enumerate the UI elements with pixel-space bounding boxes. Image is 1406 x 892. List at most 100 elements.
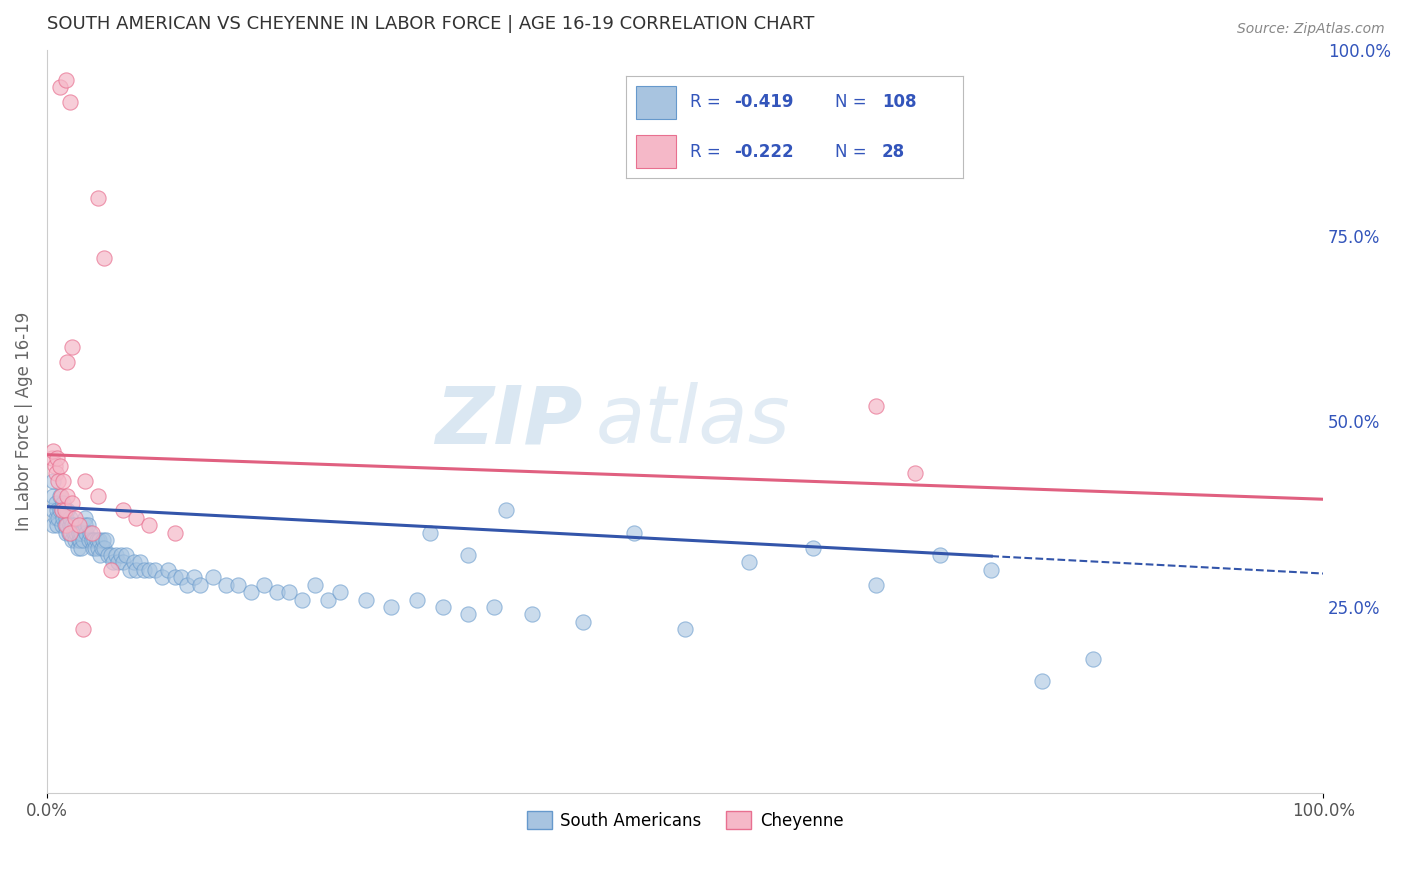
Text: SOUTH AMERICAN VS CHEYENNE IN LABOR FORCE | AGE 16-19 CORRELATION CHART: SOUTH AMERICAN VS CHEYENNE IN LABOR FORC… [46,15,814,33]
Point [329,585,352,599]
Text: R =: R = [690,143,725,161]
Point [904,467,927,481]
Point [55,525,77,540]
Point [163,525,186,540]
Point [45,496,67,510]
Point [69,533,91,547]
Point [432,599,454,614]
Point [76,518,98,533]
Point [52,474,75,488]
Point [62,496,84,510]
Point [572,615,595,629]
Text: N =: N = [835,143,872,161]
Point [100,563,122,577]
Point [62,518,84,533]
Point [87,489,110,503]
Point [89,548,111,562]
Point [801,541,824,555]
Point [59,525,82,540]
Point [53,518,76,533]
FancyBboxPatch shape [636,87,676,119]
Point [183,570,205,584]
Point [55,511,77,525]
Point [170,570,193,584]
Point [419,525,441,540]
Point [51,503,73,517]
Point [48,458,70,473]
Point [70,541,93,555]
Point [90,541,112,555]
Point [62,533,84,547]
Point [84,541,107,555]
Point [93,251,115,265]
Point [316,592,339,607]
Point [157,563,180,577]
Point [87,541,110,555]
Point [228,577,250,591]
Text: -0.222: -0.222 [734,143,793,161]
Point [91,533,114,547]
Point [58,525,80,540]
Point [62,525,84,540]
Point [75,474,97,488]
Point [46,503,69,517]
Text: 28: 28 [882,143,905,161]
Point [75,525,97,540]
Point [214,577,236,591]
Point [67,525,90,540]
Point [118,563,141,577]
Point [1083,652,1105,666]
Point [67,533,90,547]
Point [63,518,86,533]
Point [354,592,377,607]
Point [865,400,887,414]
Point [865,577,887,591]
Point [56,355,79,369]
Point [56,518,79,533]
Point [82,541,104,555]
Point [51,518,73,533]
Point [48,511,70,525]
Point [49,489,72,503]
Point [86,533,108,547]
Point [138,563,160,577]
Point [188,577,211,591]
Point [104,548,127,562]
Point [62,340,84,354]
Point [75,518,97,533]
Point [125,563,148,577]
Point [45,467,67,481]
Point [70,525,93,540]
Point [52,496,75,510]
Point [97,548,120,562]
FancyBboxPatch shape [636,136,676,168]
Point [129,555,152,569]
Point [41,451,63,466]
Point [457,548,479,562]
Point [738,555,761,569]
Point [87,191,110,205]
Y-axis label: In Labor Force | Age 16-19: In Labor Force | Age 16-19 [15,311,32,531]
Point [110,548,132,562]
Point [59,518,82,533]
Point [125,511,148,525]
Point [79,525,101,540]
Point [304,577,326,591]
Point [60,525,83,540]
Point [266,585,288,599]
Point [122,555,145,569]
Point [48,474,70,488]
Legend: South Americans, Cheyenne: South Americans, Cheyenne [520,805,851,837]
Text: ZIP: ZIP [436,383,583,460]
Point [59,95,82,109]
Point [42,489,65,503]
Point [138,518,160,533]
Text: -0.419: -0.419 [734,94,793,112]
Point [80,525,103,540]
Point [77,533,100,547]
Text: R =: R = [690,94,725,112]
Point [253,577,276,591]
Point [150,570,173,584]
Point [63,511,86,525]
Point [51,503,73,517]
